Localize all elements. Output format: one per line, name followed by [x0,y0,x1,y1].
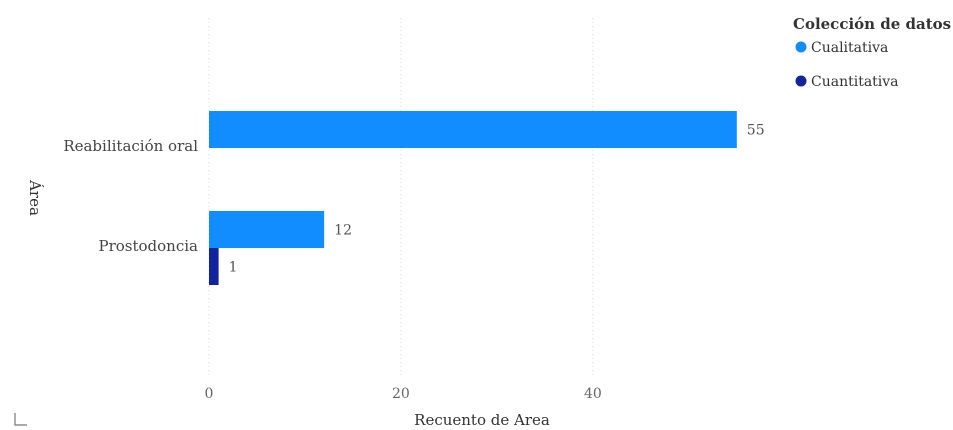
x-tick-label: 20 [392,386,410,402]
legend-marker [795,75,807,87]
bars [209,111,737,285]
category-labels: Reabilitación oral Prostodoncia [63,137,198,255]
data-labels: 55 12 1 [229,123,765,276]
x-tick-label: 40 [584,386,602,402]
data-label: 12 [334,223,352,239]
bar-cualitativa-0 [209,111,737,148]
corner-marker [14,413,27,426]
data-label: 1 [229,260,238,276]
legend-item-label: Cualitativa [811,40,888,56]
legend-marker [795,41,807,53]
x-axis-title: Recuento de Area [414,411,550,429]
bar-cualitativa-1 [209,211,325,248]
y-axis-title: Área [26,179,44,216]
legend-item-label: Cuantitativa [811,74,899,90]
category-label: Reabilitación oral [63,137,198,155]
category-label: Prostodoncia [99,237,199,255]
legend: Colección de datos Cualitativa Cuantitati… [793,15,951,90]
data-label: 55 [747,123,765,139]
gridlines [208,18,594,375]
legend-title: Colección de datos [793,15,951,33]
x-tick-label: 0 [205,386,214,402]
legend-items: Cualitativa Cuantitativa [795,40,899,90]
bar-cuantitativa-1 [209,248,219,285]
x-tick-labels: 0 20 40 [205,386,602,402]
